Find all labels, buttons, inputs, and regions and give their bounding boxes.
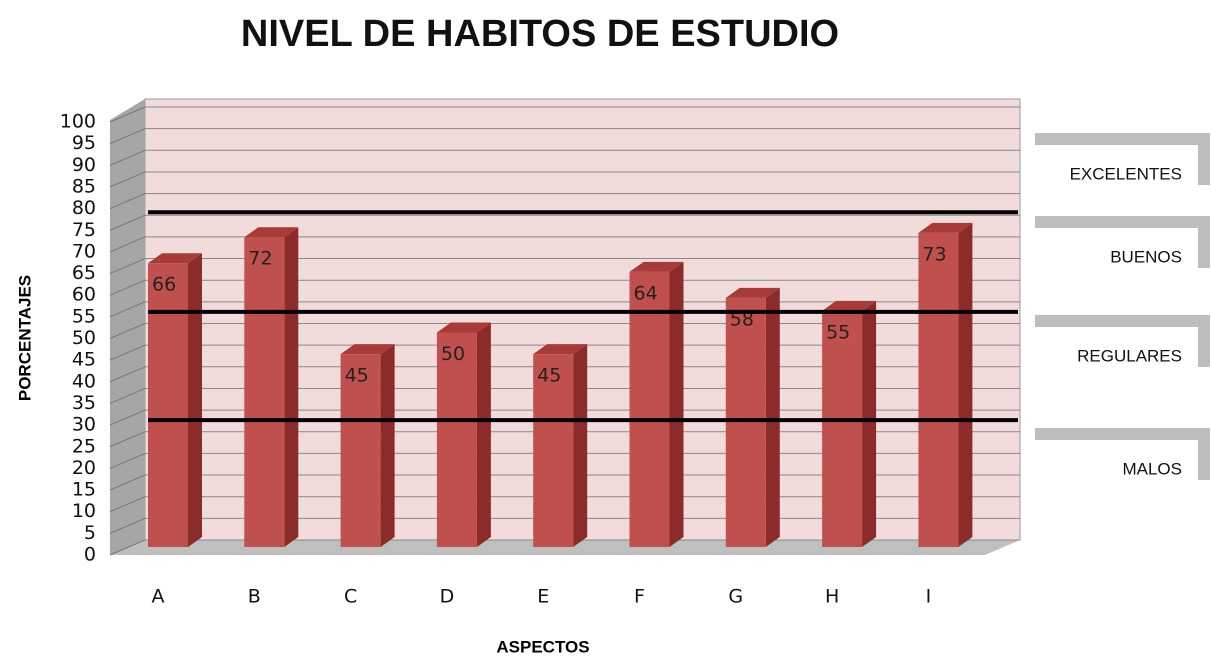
x-tick-label: E: [537, 586, 549, 608]
value-label: 66: [152, 274, 176, 296]
grid-line-side: [109, 496, 146, 513]
bar-side: [284, 227, 299, 548]
y-tick-label: 95: [72, 132, 96, 154]
bar-side: [669, 261, 684, 547]
y-tick-label: 20: [72, 457, 96, 479]
bar-side: [380, 344, 395, 547]
grid-line-side: [109, 106, 146, 123]
grid-line-side: [109, 539, 146, 556]
bar-side: [188, 253, 202, 547]
bar: [725, 297, 766, 547]
y-tick-label: 30: [72, 414, 96, 436]
y-tick-label: 0: [84, 544, 96, 566]
grid-line-side: [109, 149, 146, 166]
grid-line-side: [109, 431, 146, 448]
y-tick-label: 40: [72, 370, 96, 392]
bar-side: [476, 322, 491, 547]
y-tick-label: 70: [72, 240, 96, 262]
y-tick-label: 55: [72, 305, 96, 327]
bar: [629, 271, 670, 547]
band-label: BUENOS: [1110, 247, 1182, 266]
bar-top: [629, 261, 684, 272]
bar-top: [822, 300, 877, 311]
bar-top: [918, 222, 973, 233]
bar-side: [958, 222, 973, 547]
y-tick-label: 100: [60, 111, 96, 133]
grid-line-side: [109, 474, 146, 491]
bar-top: [533, 344, 588, 355]
grid-line-side: [109, 452, 146, 469]
grid-line-side: [109, 171, 146, 188]
value-label: 55: [826, 321, 850, 343]
value-label: 45: [537, 365, 561, 387]
y-tick-label: 10: [72, 500, 96, 522]
x-tick-label: A: [152, 586, 165, 608]
grid-line-side: [109, 387, 146, 404]
grid-line-side: [109, 301, 146, 318]
value-label: 73: [922, 243, 946, 265]
x-tick-label: F: [634, 586, 645, 608]
bar: [148, 263, 188, 547]
bar-top: [436, 322, 491, 333]
grid-line-side: [109, 409, 146, 426]
x-tick-label: D: [440, 586, 455, 608]
bar-side: [862, 300, 877, 547]
bar: [918, 232, 959, 547]
value-label: 72: [248, 248, 272, 270]
grid-line-side: [109, 214, 146, 231]
bar: [822, 310, 863, 547]
grid-line-side: [109, 323, 146, 339]
y-tick-label: 25: [72, 435, 96, 457]
bar-side: [765, 287, 780, 547]
bar-top: [340, 344, 395, 355]
value-label: 50: [441, 343, 465, 365]
x-tick-label: C: [344, 586, 357, 608]
floor: [110, 540, 1020, 555]
side-wall: [110, 99, 145, 555]
x-tick-label: H: [825, 586, 839, 608]
grid-line-side: [109, 193, 146, 210]
value-label: 58: [730, 308, 754, 330]
y-tick-label: 5: [84, 522, 96, 544]
band-label: MALOS: [1122, 459, 1182, 478]
y-tick-label: 45: [72, 349, 96, 371]
grid-line-side: [109, 128, 146, 145]
grid-line-side: [109, 279, 146, 296]
grid-line-side: [109, 517, 146, 534]
y-tick-label: 60: [72, 284, 96, 306]
y-tick-label: 35: [72, 392, 96, 414]
y-tick-label: 65: [72, 262, 96, 284]
grid-line-side: [109, 366, 146, 383]
bar-top: [148, 253, 202, 264]
grid-line-side: [109, 258, 146, 275]
value-label: 45: [345, 365, 369, 387]
y-tick-label: 15: [72, 479, 96, 501]
grid-line-side: [109, 344, 146, 361]
y-axis-label: PORCENTAJES: [15, 275, 34, 401]
band-label: EXCELENTES: [1070, 164, 1182, 183]
chart-title: NIVEL DE HABITOS DE ESTUDIO: [241, 13, 839, 55]
x-axis-label: ASPECTOS: [496, 637, 589, 656]
x-tick-label: B: [248, 586, 261, 608]
bar-side: [573, 344, 588, 547]
grid-line-side: [109, 236, 146, 253]
bar-top: [725, 287, 780, 298]
y-tick-label: 85: [72, 175, 96, 197]
y-tick-label: 90: [72, 154, 96, 176]
bar: [244, 237, 285, 548]
band-tabs: [1035, 133, 1210, 480]
x-tick-label: G: [728, 586, 743, 608]
bar: [533, 354, 574, 547]
bar-top: [244, 227, 299, 238]
bar: [340, 354, 381, 547]
y-tick-label: 80: [72, 197, 96, 219]
x-tick-label: I: [926, 586, 932, 608]
bar: [436, 332, 477, 547]
band-label: REGULARES: [1077, 346, 1182, 365]
y-tick-label: 75: [72, 219, 96, 241]
y-tick-label: 50: [72, 327, 96, 349]
value-label: 64: [634, 282, 658, 304]
